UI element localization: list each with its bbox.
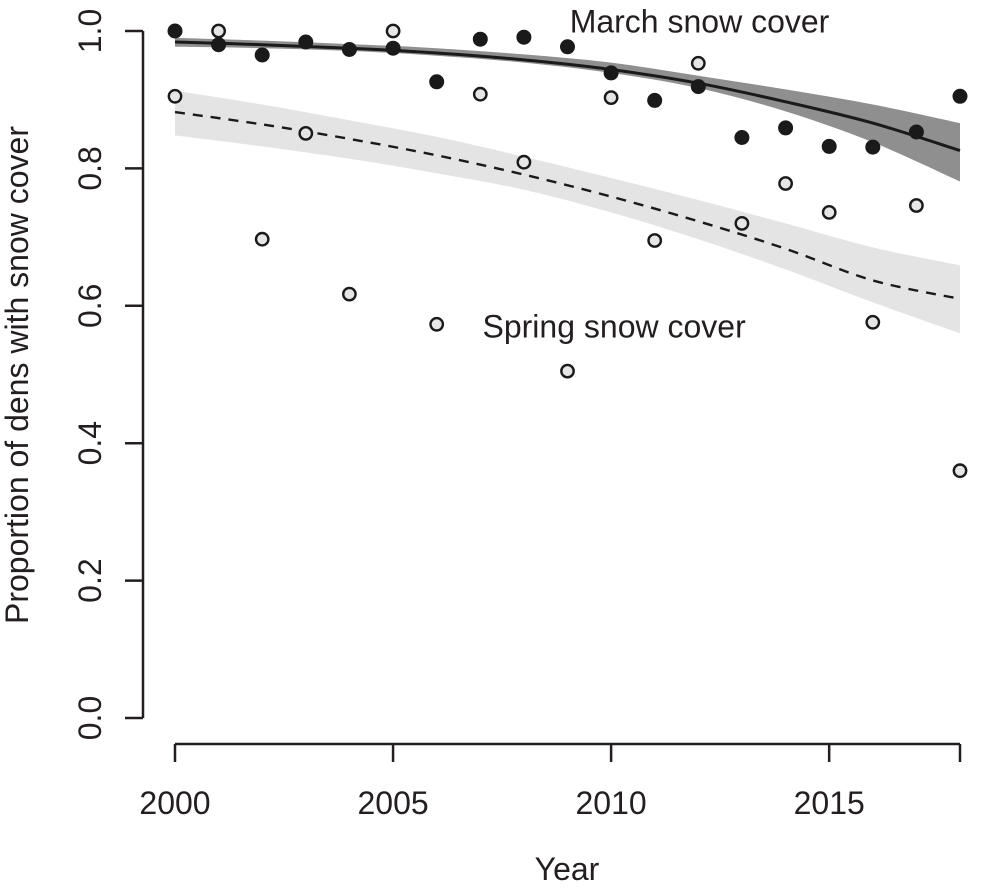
march-snow-cover-point	[298, 34, 314, 50]
annotations: March snow cover Spring snow cover	[483, 3, 830, 344]
data-points	[167, 23, 968, 479]
march-snow-cover-point	[778, 120, 794, 136]
spring-snow-cover-point	[821, 204, 837, 220]
y-axis-label: Proportion of dens with snow cover	[0, 126, 35, 624]
march-snow-cover-point	[167, 23, 183, 39]
spring-snow-cover-confidence-band	[175, 90, 960, 334]
spring-snow-cover-point	[429, 316, 445, 332]
spring-snow-cover-point	[603, 90, 619, 106]
march-snow-cover-point	[603, 65, 619, 81]
y-tick-label: 0.0	[72, 696, 108, 740]
march-snow-cover-point	[560, 39, 575, 55]
spring-snow-cover-point	[254, 231, 270, 247]
confidence-bands	[175, 37, 960, 334]
spring-snow-cover-point	[909, 198, 924, 213]
x-tick-label: 2000	[139, 785, 210, 821]
spring-snow-cover-point	[167, 88, 183, 104]
march-snow-cover-point	[429, 74, 445, 90]
y-tick-label: 0.8	[72, 146, 108, 190]
march-snow-cover-point	[211, 37, 227, 53]
y-tick-label: 0.4	[72, 421, 108, 465]
series-annotation: March snow cover	[570, 3, 830, 39]
y-tick-label: 0.2	[72, 558, 108, 602]
march-snow-cover-point	[647, 92, 663, 108]
spring-snow-cover-point	[690, 55, 706, 71]
spring-snow-cover-point	[734, 215, 750, 231]
x-tick-label: 2010	[576, 785, 647, 821]
y-tick-label: 1.0	[72, 9, 108, 53]
march-snow-cover-point	[385, 40, 401, 56]
march-snow-cover-point	[516, 29, 532, 45]
spring-snow-cover-point	[298, 125, 314, 141]
march-snow-cover-point	[865, 139, 881, 155]
series-annotation: Spring snow cover	[483, 308, 747, 344]
spring-snow-cover-point	[516, 154, 532, 170]
march-snow-cover-point	[734, 130, 750, 145]
x-tick-label: 2015	[794, 785, 865, 821]
spring-snow-cover-point	[472, 86, 488, 102]
march-snow-cover-point	[690, 79, 706, 95]
axes: 0.0 0.2 0.4 0.6 0.8 1.0 2000 2005 2010 2015	[72, 9, 962, 821]
spring-snow-cover-point	[385, 23, 401, 39]
march-snow-cover-point	[821, 138, 837, 154]
march-snow-cover-confidence-band	[175, 37, 960, 182]
spring-snow-cover-point	[647, 233, 663, 248]
march-snow-cover-point	[254, 47, 270, 63]
spring-snow-cover-point	[865, 314, 881, 330]
march-snow-cover-point	[341, 42, 357, 57]
spring-snow-cover-point	[952, 463, 968, 479]
x-axis-label: Year	[535, 851, 600, 887]
x-tick-label: 2005	[358, 785, 429, 821]
spring-snow-cover-point	[560, 363, 575, 379]
march-snow-cover-point	[952, 88, 968, 104]
spring-snow-cover-point	[778, 176, 793, 191]
spring-snow-cover-point	[211, 23, 227, 39]
march-snow-cover-point	[472, 31, 488, 47]
spring-snow-cover-point	[341, 286, 357, 302]
y-tick-label: 0.6	[72, 284, 108, 328]
march-snow-cover-point	[908, 124, 924, 140]
